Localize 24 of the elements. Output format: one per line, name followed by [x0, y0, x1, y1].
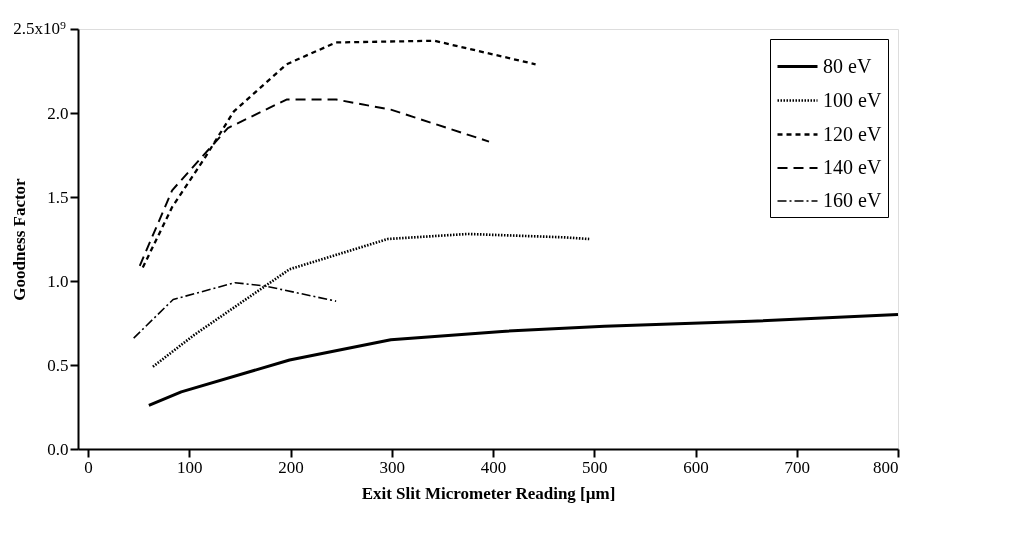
x-tick-label: 300 — [379, 457, 406, 477]
x-axis-title: Exit Slit Micrometer Reading [µm] — [361, 483, 616, 503]
x-tick-label: 600 — [683, 457, 709, 477]
x-tick-label: 200 — [278, 457, 304, 477]
text: 2.5x10⁹ — [13, 19, 67, 38]
legend-label: 100 eV — [823, 88, 882, 111]
line-series — [141, 39, 537, 269]
x-tick-label: 0 — [84, 457, 93, 477]
x-tick-label: 800 — [873, 457, 899, 477]
y-tick-label: 1.0 — [47, 271, 69, 291]
legend-label: 160 eV — [823, 189, 882, 211]
x-tick-label: 100 — [177, 457, 203, 477]
legend-label: 120 eV — [823, 122, 882, 145]
x-tick-label: 400 — [480, 457, 507, 477]
y-tick-label: 0.5 — [47, 355, 69, 375]
legend-label: 80 eV — [823, 54, 872, 77]
legend-label: 140 eV — [823, 156, 882, 178]
y-tick-label: 1.5 — [47, 187, 69, 207]
y-tick-label: 2.0 — [47, 103, 69, 123]
line-series — [147, 313, 900, 407]
x-tick-label: 700 — [784, 457, 811, 477]
y-tick-label: 0.0 — [47, 439, 69, 459]
x-tick-label: 500 — [582, 457, 608, 477]
y-axis-title: Goodness Factor — [10, 177, 30, 301]
